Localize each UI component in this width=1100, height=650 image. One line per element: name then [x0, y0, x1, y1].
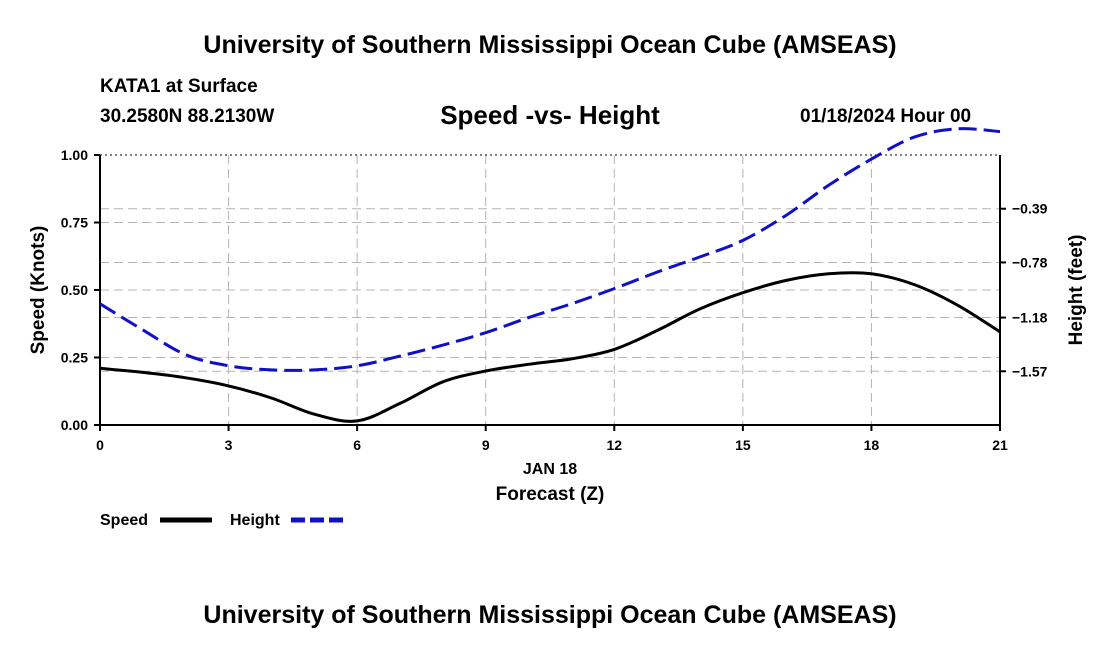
y-left-tick-label: 0.75: [61, 215, 88, 231]
x-tick-label: 18: [864, 437, 880, 453]
x-tick-label: 9: [482, 437, 490, 453]
x-tick-label: 12: [606, 437, 622, 453]
station-label: KATA1 at Surface: [100, 76, 258, 97]
x-axis-title: Forecast (Z): [496, 484, 605, 505]
x-tick-label: 15: [735, 437, 751, 453]
y-axis-right-title: Height (feet): [1066, 235, 1087, 346]
y-left-tick-label: 1.00: [61, 147, 88, 163]
datetime-label: 01/18/2024 Hour 00: [800, 106, 972, 127]
grid: [100, 155, 1000, 425]
x-date-label: JAN 18: [523, 461, 577, 478]
location-label: 30.2580N 88.2130W: [100, 106, 275, 127]
y-left-tick-label: 0.00: [61, 417, 88, 433]
x-tick-label: 3: [225, 437, 233, 453]
series-line-speed: [99, 271, 1001, 423]
legend-label-height: Height: [230, 512, 280, 529]
y-left-tick-label: 0.25: [61, 350, 88, 366]
y-right-tick-label: −0.39: [1012, 201, 1048, 217]
ticks: 0 3 6 9 12 15 18 21 0.00 0.25 0.50 0.75 1.00 −1.57 −1.…: [61, 147, 1048, 453]
series: [99, 127, 1001, 423]
x-tick-label: 21: [992, 437, 1008, 453]
series-line-height: [99, 127, 1001, 372]
y-left-tick-label: 0.50: [61, 282, 88, 298]
legend-label-speed: Speed: [100, 512, 148, 529]
bottom-title: University of Southern Mississippi Ocean…: [203, 601, 897, 629]
legend: Speed Height: [100, 512, 343, 529]
x-tick-label: 6: [353, 437, 361, 453]
y-right-tick-label: −1.18: [1012, 310, 1048, 326]
y-right-tick-label: −0.78: [1012, 254, 1048, 270]
top-title: University of Southern Mississippi Ocean…: [203, 31, 897, 59]
y-axis-left-title: Speed (Knots): [28, 226, 49, 355]
chart-title: Speed -vs- Height: [440, 100, 660, 130]
x-tick-label: 0: [96, 437, 104, 453]
y-right-tick-label: −1.57: [1012, 363, 1048, 379]
